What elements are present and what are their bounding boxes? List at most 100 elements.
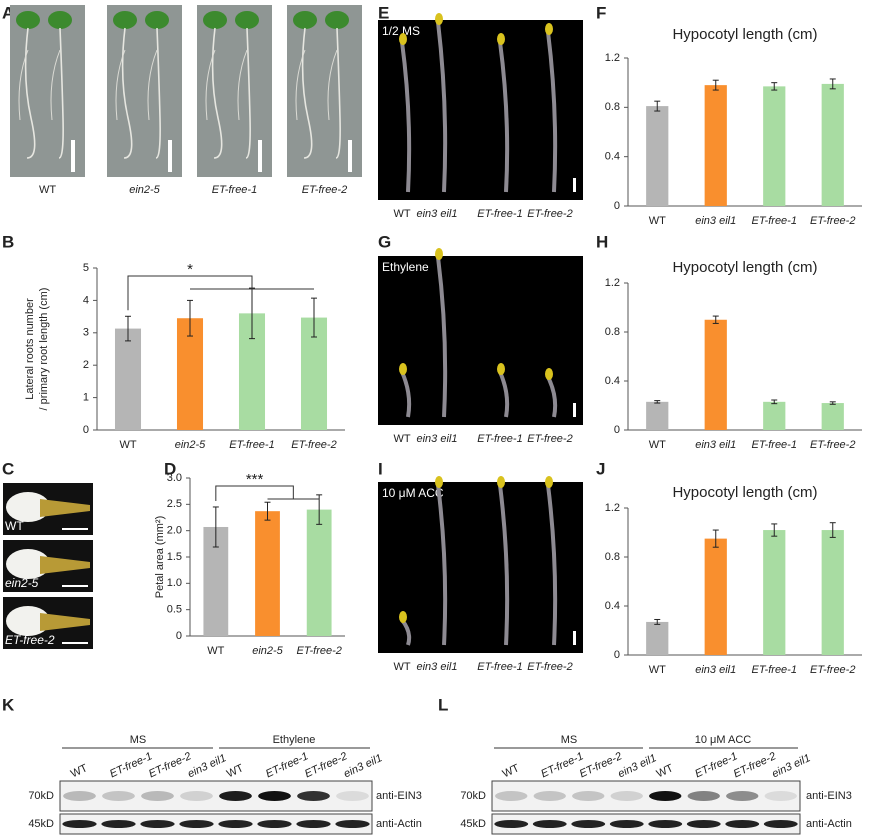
error-bar	[316, 494, 323, 525]
bar	[704, 319, 727, 430]
band	[63, 791, 96, 801]
caption: ET-free-1	[212, 184, 257, 196]
root	[155, 27, 161, 159]
caption: ein3 eil1	[417, 433, 458, 445]
seedling-leaves	[325, 11, 349, 29]
caption: ET-free-1	[477, 433, 522, 445]
hypocotyl	[436, 484, 448, 646]
seedling-leaves	[145, 11, 169, 29]
error-bar	[771, 399, 778, 405]
error-bar	[712, 529, 719, 548]
x-tick-label: ET-free-2	[810, 215, 855, 227]
group-label: 10 μM ACC	[695, 734, 752, 746]
band	[102, 791, 135, 801]
band	[335, 820, 370, 828]
caption: WT	[393, 661, 410, 673]
y-tick-label: 2.0	[167, 525, 182, 537]
band	[609, 820, 644, 828]
band	[726, 791, 759, 801]
y-tick-label: 0.8	[605, 551, 620, 563]
scale-bar	[71, 140, 75, 172]
panel-label: D	[164, 459, 176, 478]
significance-label: *	[187, 261, 193, 278]
scale-bar	[62, 642, 88, 644]
hypocotyl	[546, 376, 558, 418]
lane-label: WT	[501, 762, 522, 780]
significance-bracket	[215, 485, 294, 501]
band	[763, 820, 798, 828]
x-tick-label: WT	[119, 439, 136, 451]
scale-bar	[168, 140, 172, 172]
group-label: Ethylene	[273, 734, 316, 746]
scale-bar	[348, 140, 352, 172]
hypocotyl	[498, 371, 510, 418]
root	[335, 27, 341, 159]
panel-label: E	[378, 3, 389, 22]
lateral-root	[115, 49, 126, 121]
band	[258, 791, 291, 801]
lane-label: ET-free-2	[578, 750, 624, 780]
caption: ein3 eil1	[417, 208, 458, 220]
bar	[646, 621, 669, 655]
y-tick-label: 2.5	[167, 498, 182, 510]
error-bar	[829, 522, 836, 538]
antibody-label: anti-EIN3	[376, 790, 422, 802]
bar	[646, 401, 669, 430]
band	[649, 791, 682, 801]
bar	[763, 530, 786, 655]
petal	[6, 492, 50, 522]
seedling-leaves	[16, 11, 40, 29]
band	[180, 791, 213, 801]
y-tick-label: 0	[176, 630, 182, 642]
lateral-root	[327, 49, 338, 121]
lane-label: ET-free-2	[147, 750, 193, 780]
scale-bar	[258, 140, 262, 172]
scale-bar	[573, 178, 576, 192]
condition-label: 1/2 MS	[382, 24, 420, 38]
band	[572, 791, 605, 801]
x-tick-label: WT	[649, 215, 666, 227]
blot-actin	[491, 813, 801, 835]
y-tick-label: 0.4	[605, 151, 620, 163]
caption: ein2-5	[129, 184, 160, 196]
bar	[821, 530, 844, 655]
x-tick-label: WT	[649, 439, 666, 451]
size-marker: 45kD	[460, 818, 486, 830]
error-bar	[212, 506, 219, 548]
band	[219, 791, 252, 801]
caption: ET-free-1	[477, 208, 522, 220]
cotyledon	[435, 476, 443, 488]
lane-label: WT	[225, 762, 246, 780]
root	[58, 27, 64, 159]
lane-label: ET-free-1	[693, 750, 739, 780]
bar	[176, 318, 204, 430]
hypocotyl	[400, 371, 412, 418]
scale-bar	[573, 631, 576, 645]
band	[532, 820, 567, 828]
error-bar	[654, 618, 661, 625]
petal-claw	[40, 613, 90, 631]
lane-label: ET-free-1	[264, 750, 310, 780]
petal	[6, 606, 50, 636]
lane-label: ein3 eil1	[186, 752, 228, 780]
error-bar	[712, 315, 719, 324]
caption: ET-free-1	[477, 661, 522, 673]
group-label: MS	[561, 734, 578, 746]
x-tick-label: ET-free-1	[752, 215, 797, 227]
caption: ET-free-2	[527, 208, 572, 220]
hypocotyl	[498, 484, 510, 646]
panel-label: H	[596, 232, 608, 251]
panel-label: I	[378, 459, 383, 478]
root	[24, 27, 36, 159]
y-tick-label: 1.2	[605, 52, 620, 64]
y-tick-label: 1.2	[605, 502, 620, 514]
hypocotyl	[436, 256, 448, 418]
band	[495, 791, 528, 801]
y-axis-label: Petal area (mm²)	[154, 516, 166, 599]
band	[648, 820, 683, 828]
lateral-root	[295, 49, 306, 121]
error-bar	[829, 401, 836, 405]
band	[218, 820, 253, 828]
hypocotyl	[400, 41, 412, 193]
error-bar	[771, 82, 778, 91]
